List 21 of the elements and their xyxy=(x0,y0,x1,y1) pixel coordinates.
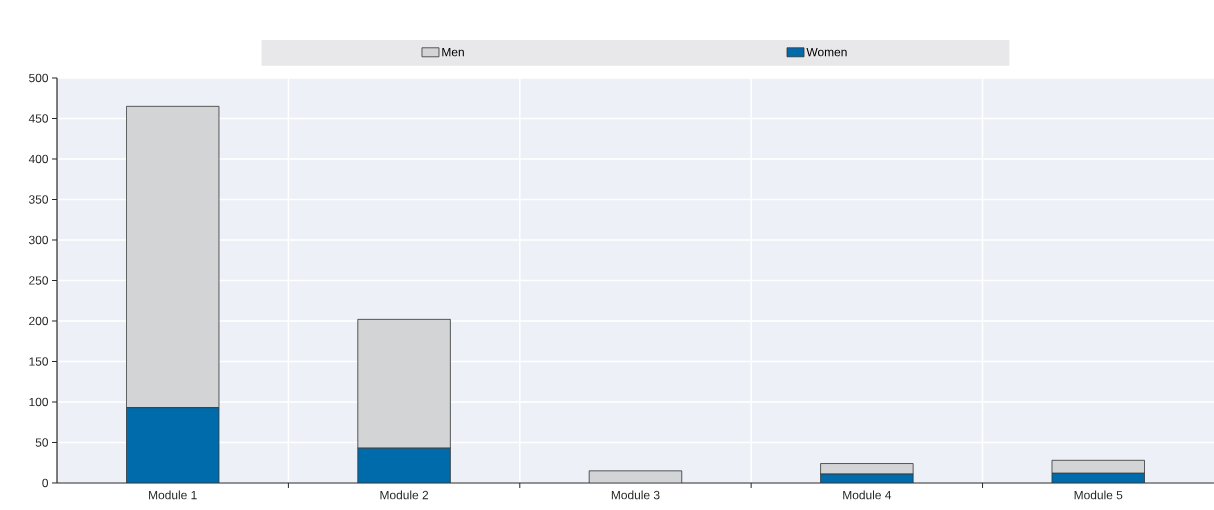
x-tick-label: Module 5 xyxy=(1074,490,1123,500)
y-tick-label: 300 xyxy=(29,235,49,245)
y-tick-label: 400 xyxy=(28,154,49,164)
y-tick-label: 50 xyxy=(35,438,49,447)
bar xyxy=(357,318,451,449)
bar xyxy=(1051,459,1145,474)
x-tick-label: Module 4 xyxy=(843,490,892,500)
x-tick-label: Module 3 xyxy=(611,490,660,500)
y-tick-label: 450 xyxy=(28,114,49,123)
y-tick-label: 350 xyxy=(29,195,49,204)
bar xyxy=(126,105,220,409)
y-tick-label: 500 xyxy=(29,73,49,83)
legend-label: Men xyxy=(442,47,464,57)
x-tick-label: Module 1 xyxy=(149,490,197,500)
y-tick-label: 150 xyxy=(29,357,49,366)
x-tick-label: Module 2 xyxy=(380,490,429,500)
legend-label: Women xyxy=(806,47,847,57)
y-tick-label: 200 xyxy=(29,316,49,326)
y-tick-label: 0 xyxy=(42,478,49,488)
y-tick-label: 250 xyxy=(29,276,49,285)
y-tick-label: 100 xyxy=(29,397,49,407)
